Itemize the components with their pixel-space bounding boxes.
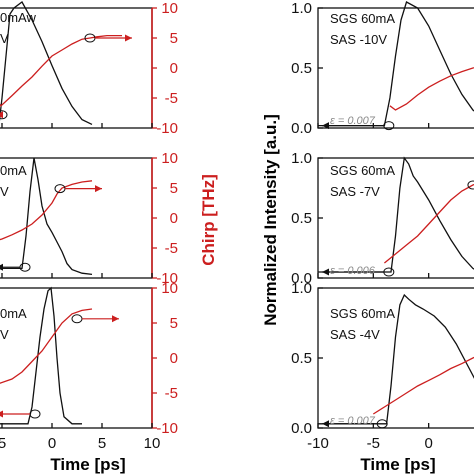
intensity-tick-label: 0.0: [291, 420, 312, 437]
x-tick-label: 5: [0, 435, 6, 452]
chirp-tick-label: -10: [156, 270, 178, 287]
curve-marker: [467, 180, 474, 190]
intensity-tick-label: 0.0: [291, 120, 312, 137]
intensity-tick-label: 0.5: [291, 60, 312, 77]
chirp-tick-label: -5: [165, 385, 178, 402]
chirp-line: [389, 67, 474, 111]
panel-annotation: SGS 60mA: [330, 163, 395, 178]
x-tick-label: 10: [144, 435, 161, 452]
epsilon-label: ε = 0.006: [330, 265, 376, 277]
arrow-head: [322, 420, 329, 428]
chirp-line: [372, 356, 474, 415]
panel-4: 1.0 0.5 0.0 SGS 60mA SAS -10V ε = 0.007: [291, 0, 474, 137]
x-tick-label: 5: [98, 435, 106, 452]
arrow-head: [0, 410, 3, 418]
intensity-tick-label: 1.0: [291, 280, 312, 297]
plot-frame: [0, 7, 153, 129]
right-intensity-axis-label: Normalized Intensity [a.u.]: [261, 114, 280, 326]
arrow-head: [112, 315, 119, 323]
chirp-tick-label: 0: [170, 210, 178, 227]
panel-5: 1.0 0.5 0.0 SGS 60mA SAS -7V ε = 0.006: [291, 150, 474, 287]
panel-annotation: 0mAw: [0, 10, 36, 25]
intensity-tick-label: 1.0: [291, 150, 312, 167]
epsilon-label: ε = 0.007: [330, 415, 376, 427]
chirp-tick-label: 5: [170, 180, 178, 197]
panel-annotation: V: [0, 327, 9, 342]
arrow-head: [322, 268, 329, 276]
x-tick-label: -5: [367, 435, 380, 452]
chirp-tick-label: 0: [170, 60, 178, 77]
curve-marker: [0, 110, 8, 120]
arrow-head: [125, 34, 132, 42]
chirp-line: [0, 34, 122, 107]
chirp-tick-label: 10: [161, 150, 178, 167]
intensity-line: [0, 286, 82, 425]
chirp-tick-label: 10: [161, 280, 178, 297]
chirp-tick-label: 5: [170, 30, 178, 47]
intensity-line: [318, 1, 474, 127]
arrow-head: [0, 263, 3, 271]
intensity-line: [318, 156, 474, 273]
left-chirp-axis-label: Chirp [THz]: [199, 174, 218, 266]
chirp-tick-label: 0: [170, 350, 178, 367]
right-x-axis-label: Time [ps]: [360, 455, 435, 474]
panel-3: 10 5 0 -5 -10 5 0 5 10 0mA V: [0, 280, 178, 452]
panel-annotation: 0mA: [0, 163, 27, 178]
panel-annotation: 0mA: [0, 306, 27, 321]
panel-annotation: SGS 60mA: [330, 11, 395, 26]
arrow-head: [95, 185, 102, 193]
curve-marker: [29, 409, 41, 419]
panel-annotation: SAS -7V: [330, 184, 380, 199]
intensity-line: [0, 1, 93, 125]
panel-6: 1.0 0.5 0.0-10 -5 0 SGS 60mA SAS -4V ε = 0.007: [291, 280, 474, 452]
intensity-tick-label: 0.5: [291, 350, 312, 367]
panel-2: 10 5 0 -5 -10 0mA V: [0, 150, 178, 287]
intensity-tick-label: 0.5: [291, 210, 312, 227]
chirp-line: [0, 180, 93, 241]
panel-annotation: SAS -4V: [330, 327, 380, 342]
intensity-line: [318, 293, 474, 425]
panel-annotation: SAS -10V: [330, 32, 387, 47]
chirp-tick-label: -10: [156, 420, 178, 437]
x-tick-label: -10: [307, 435, 329, 452]
chirp-tick-label: -10: [156, 120, 178, 137]
intensity-tick-label: 0.0: [291, 270, 312, 287]
panel-annotation: V: [0, 31, 9, 46]
chirp-tick-label: -5: [165, 90, 178, 107]
x-tick-label: 0: [48, 435, 56, 452]
intensity-line: [0, 157, 93, 276]
arrow-head: [322, 122, 329, 130]
chirp-tick-label: 10: [161, 0, 178, 17]
panel-annotation: V: [0, 184, 9, 199]
intensity-tick-label: 1.0: [291, 0, 312, 17]
chirp-line: [0, 308, 93, 384]
chirp-line: [383, 183, 474, 264]
chirp-tick-label: -5: [165, 240, 178, 257]
curve-marker: [71, 314, 83, 324]
panel-annotation: SGS 60mA: [330, 306, 395, 321]
x-tick-label: 0: [424, 435, 432, 452]
left-x-axis-label: Time [ps]: [50, 455, 125, 474]
epsilon-label: ε = 0.007: [330, 115, 376, 127]
chirp-tick-label: 5: [170, 315, 178, 332]
panel-1: 10 5 0 -5 -10 0mAw V: [0, 0, 178, 137]
arrow-head: [0, 111, 3, 119]
